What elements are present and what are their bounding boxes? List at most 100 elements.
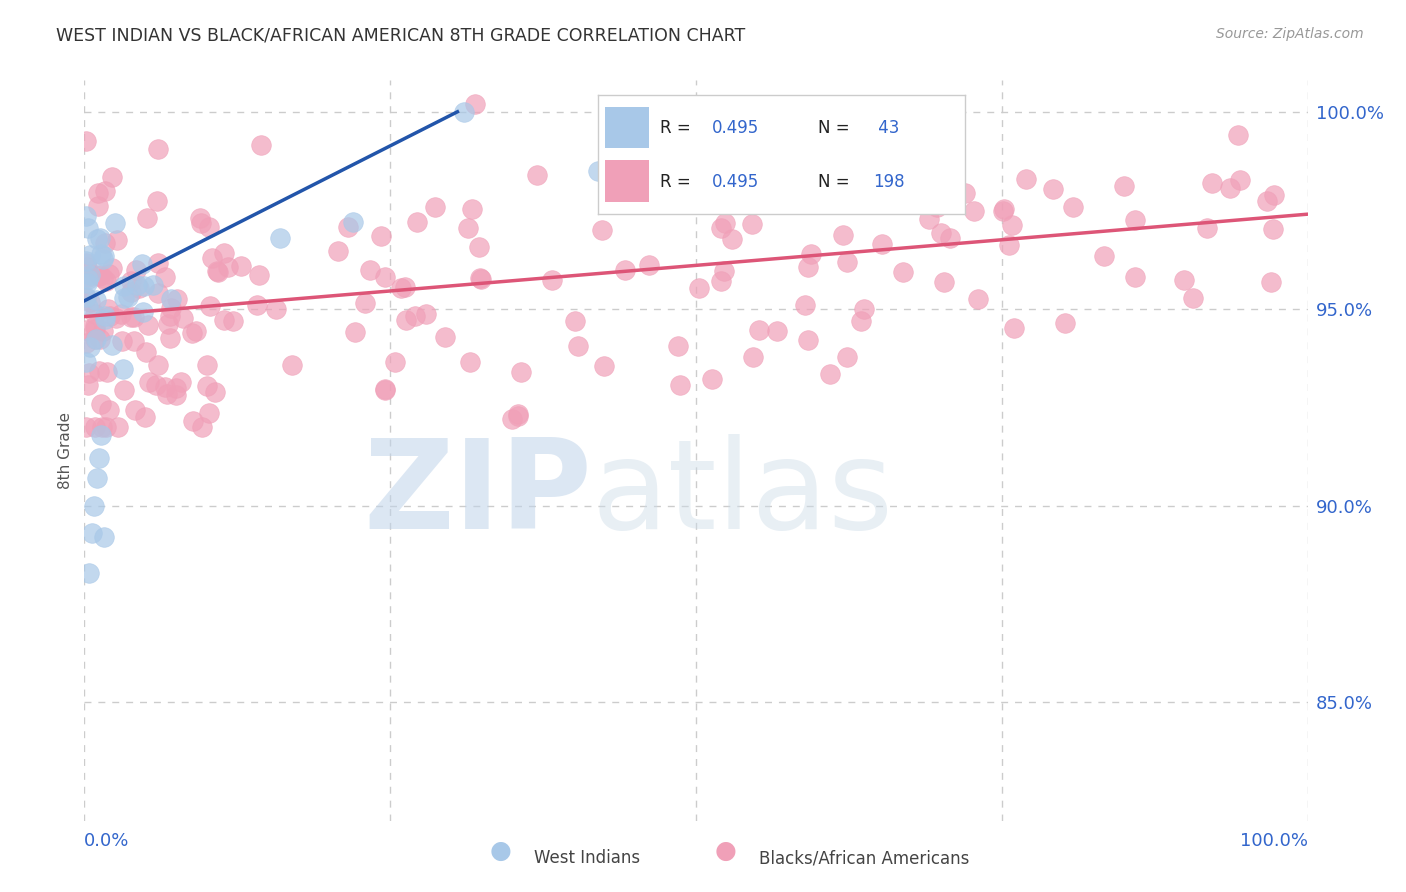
Point [433, 330, 456, 344]
Point [998, 237, 1021, 252]
Point [468, 240, 491, 254]
Point [112, 291, 135, 305]
Point [170, 375, 193, 389]
Point [458, 355, 481, 369]
Point [212, 313, 235, 327]
Point [818, 367, 841, 381]
Point [195, 378, 218, 392]
Point [1092, 249, 1115, 263]
Point [394, 280, 416, 294]
Point [165, 388, 187, 402]
Point [925, 200, 948, 214]
Point [83, 499, 105, 513]
Point [89, 230, 111, 244]
Point [110, 306, 132, 320]
Point [835, 350, 858, 364]
Point [186, 325, 208, 339]
Point [180, 326, 202, 341]
Point [453, 104, 475, 119]
Point [700, 372, 723, 386]
Point [613, 263, 636, 277]
Point [470, 271, 492, 285]
Text: ZIP: ZIP [363, 434, 592, 556]
Point [75, 291, 97, 305]
Point [93, 530, 115, 544]
Text: atlas: atlas [592, 434, 894, 556]
Point [464, 96, 486, 111]
Point [93, 324, 115, 338]
Point [1226, 128, 1249, 143]
Point [84, 420, 107, 434]
Point [461, 202, 484, 216]
Point [131, 305, 153, 319]
Point [93, 252, 115, 267]
Point [817, 194, 839, 208]
Point [953, 186, 976, 200]
Point [190, 216, 212, 230]
Point [93, 312, 115, 326]
Point [160, 292, 183, 306]
Point [105, 310, 128, 325]
Point [90, 247, 112, 261]
Point [939, 231, 962, 245]
Point [148, 256, 170, 270]
Point [470, 272, 492, 286]
Point [1112, 179, 1135, 194]
Point [122, 310, 145, 324]
Point [506, 409, 529, 424]
Point [117, 290, 139, 304]
Point [195, 358, 218, 372]
Point [721, 231, 744, 245]
Point [125, 277, 148, 292]
Point [79, 248, 101, 262]
Point [1260, 276, 1282, 290]
Point [1201, 176, 1223, 190]
Point [526, 168, 548, 182]
Point [84, 293, 107, 308]
Point [101, 261, 124, 276]
Point [637, 258, 659, 272]
Point [122, 334, 145, 348]
Point [591, 223, 613, 237]
Point [75, 335, 97, 350]
Point [853, 302, 876, 317]
Point [131, 257, 153, 271]
Point [688, 281, 710, 295]
Point [1181, 291, 1204, 305]
Point [931, 227, 953, 241]
Point [1197, 221, 1219, 235]
Point [77, 271, 100, 285]
Point [269, 231, 291, 245]
Point [710, 274, 733, 288]
Point [86, 231, 108, 245]
Point [75, 209, 97, 223]
Text: West Indians: West Indians [534, 849, 640, 867]
Point [77, 366, 100, 380]
Point [1123, 213, 1146, 227]
Point [146, 285, 169, 300]
Point [201, 251, 224, 265]
Point [94, 274, 117, 288]
Point [586, 164, 609, 178]
Point [359, 263, 381, 277]
Point [153, 269, 176, 284]
Point [564, 314, 586, 328]
Point [354, 296, 377, 310]
Point [374, 383, 396, 397]
Point [77, 220, 100, 235]
Point [77, 300, 100, 314]
Point [84, 332, 107, 346]
Text: ●: ● [489, 838, 512, 863]
Point [128, 281, 150, 295]
Point [1229, 173, 1251, 187]
Point [1263, 187, 1285, 202]
Point [96, 366, 118, 380]
Point [343, 325, 366, 339]
Point [165, 381, 187, 395]
Point [98, 309, 121, 323]
Point [79, 295, 101, 310]
Point [415, 307, 437, 321]
Point [870, 236, 893, 251]
Point [104, 216, 127, 230]
Point [84, 307, 107, 321]
